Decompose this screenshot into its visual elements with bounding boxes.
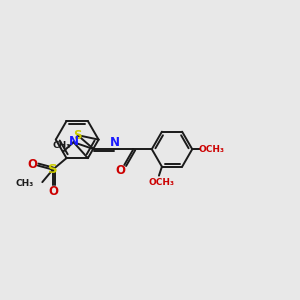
Text: OCH₃: OCH₃ [198, 145, 224, 154]
Text: CH₃: CH₃ [15, 179, 33, 188]
Text: O: O [116, 164, 126, 177]
Text: O: O [27, 158, 37, 172]
Text: S: S [74, 129, 82, 142]
Text: S: S [48, 163, 58, 176]
Text: N: N [69, 135, 79, 148]
Text: O: O [48, 185, 59, 198]
Text: OCH₃: OCH₃ [149, 178, 175, 187]
Text: N: N [110, 136, 119, 149]
Text: CH₃: CH₃ [52, 141, 70, 150]
